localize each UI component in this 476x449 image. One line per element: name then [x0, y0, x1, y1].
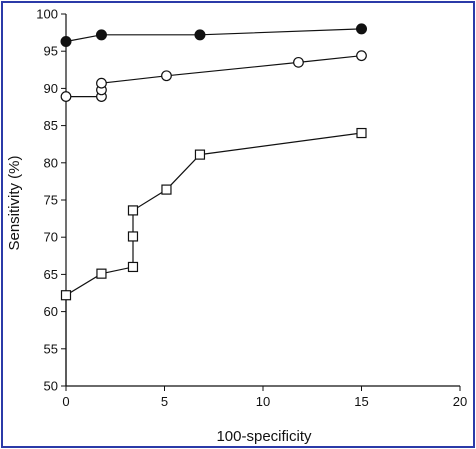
series-3-point — [194, 149, 206, 160]
series-2-point — [60, 91, 72, 102]
series-layer — [60, 23, 367, 386]
y-tick-label: 85 — [44, 118, 58, 133]
x-tick-label: 0 — [62, 394, 69, 409]
y-tick-label: 75 — [44, 193, 58, 208]
series-1-point — [95, 29, 107, 41]
series-2-point — [96, 77, 107, 89]
series-1-line — [65, 28, 362, 43]
series-3-point — [127, 261, 139, 273]
x-tick-label: 15 — [354, 394, 368, 409]
series-3-point — [96, 268, 107, 279]
y-tick-label: 60 — [44, 304, 58, 319]
y-tick-label: 80 — [44, 155, 58, 170]
y-tick-label: 70 — [44, 230, 58, 245]
series-2-point — [356, 50, 367, 62]
series-2-point — [161, 70, 172, 82]
series-2-point — [293, 56, 304, 68]
series-3-point — [356, 127, 367, 139]
x-axis-title: 100-specificity — [216, 428, 312, 445]
y-tick-label: 50 — [44, 379, 58, 394]
x-tick-label: 5 — [161, 394, 168, 409]
x-tick-label: 20 — [453, 394, 467, 409]
series-3-point — [127, 205, 139, 216]
y-tick-label: 100 — [36, 7, 58, 22]
y-tick-label: 90 — [44, 81, 58, 96]
y-tick-label: 55 — [44, 341, 58, 356]
series-3-point — [161, 184, 172, 195]
y-tick-label: 95 — [44, 44, 58, 59]
series-3-line — [65, 132, 362, 386]
series-2-line — [66, 55, 362, 98]
series-3-point — [60, 290, 72, 301]
x-tick-label: 10 — [256, 394, 270, 409]
series-1-point — [194, 29, 206, 41]
series-3-point — [127, 231, 139, 242]
y-tick-label: 65 — [44, 267, 58, 282]
series-1-point — [60, 36, 72, 48]
y-axis-title: Sensitivity (%) — [6, 155, 23, 250]
series-1-point — [356, 23, 367, 35]
